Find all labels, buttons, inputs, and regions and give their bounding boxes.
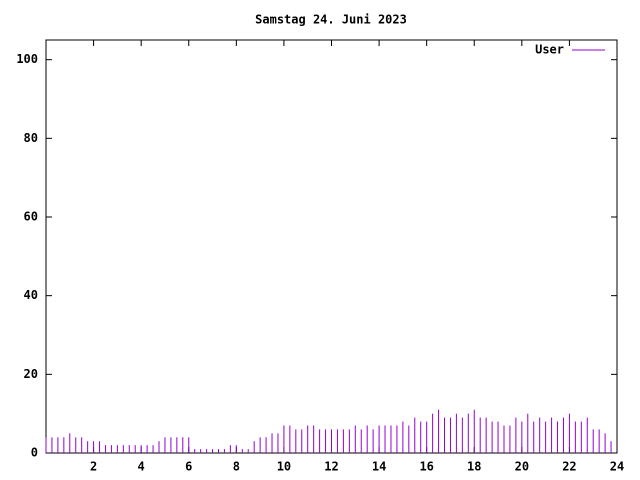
x-tick-label: 24 [610, 460, 624, 474]
legend-label: User [535, 43, 564, 57]
plot-frame [45, 39, 618, 454]
x-tick-label: 14 [372, 460, 386, 474]
x-tick-label: 22 [562, 460, 576, 474]
x-tick-label: 8 [233, 460, 240, 474]
y-tick-label: 100 [16, 52, 38, 66]
x-tick-label: 2 [90, 460, 97, 474]
y-tick-label: 60 [24, 210, 38, 224]
x-tick-label: 12 [324, 460, 338, 474]
y-tick-label: 80 [24, 131, 38, 145]
x-tick-label: 16 [419, 460, 433, 474]
chart-title: Samstag 24. Juni 2023 [255, 13, 407, 27]
x-tick-label: 18 [467, 460, 481, 474]
x-tick-label: 4 [138, 460, 145, 474]
x-tick-label: 20 [515, 460, 529, 474]
x-tick-label: 10 [277, 460, 291, 474]
y-tick-label: 40 [24, 288, 38, 302]
y-tick-label: 20 [24, 367, 38, 381]
y-tick-label: 0 [31, 446, 38, 460]
x-tick-label: 6 [185, 460, 192, 474]
